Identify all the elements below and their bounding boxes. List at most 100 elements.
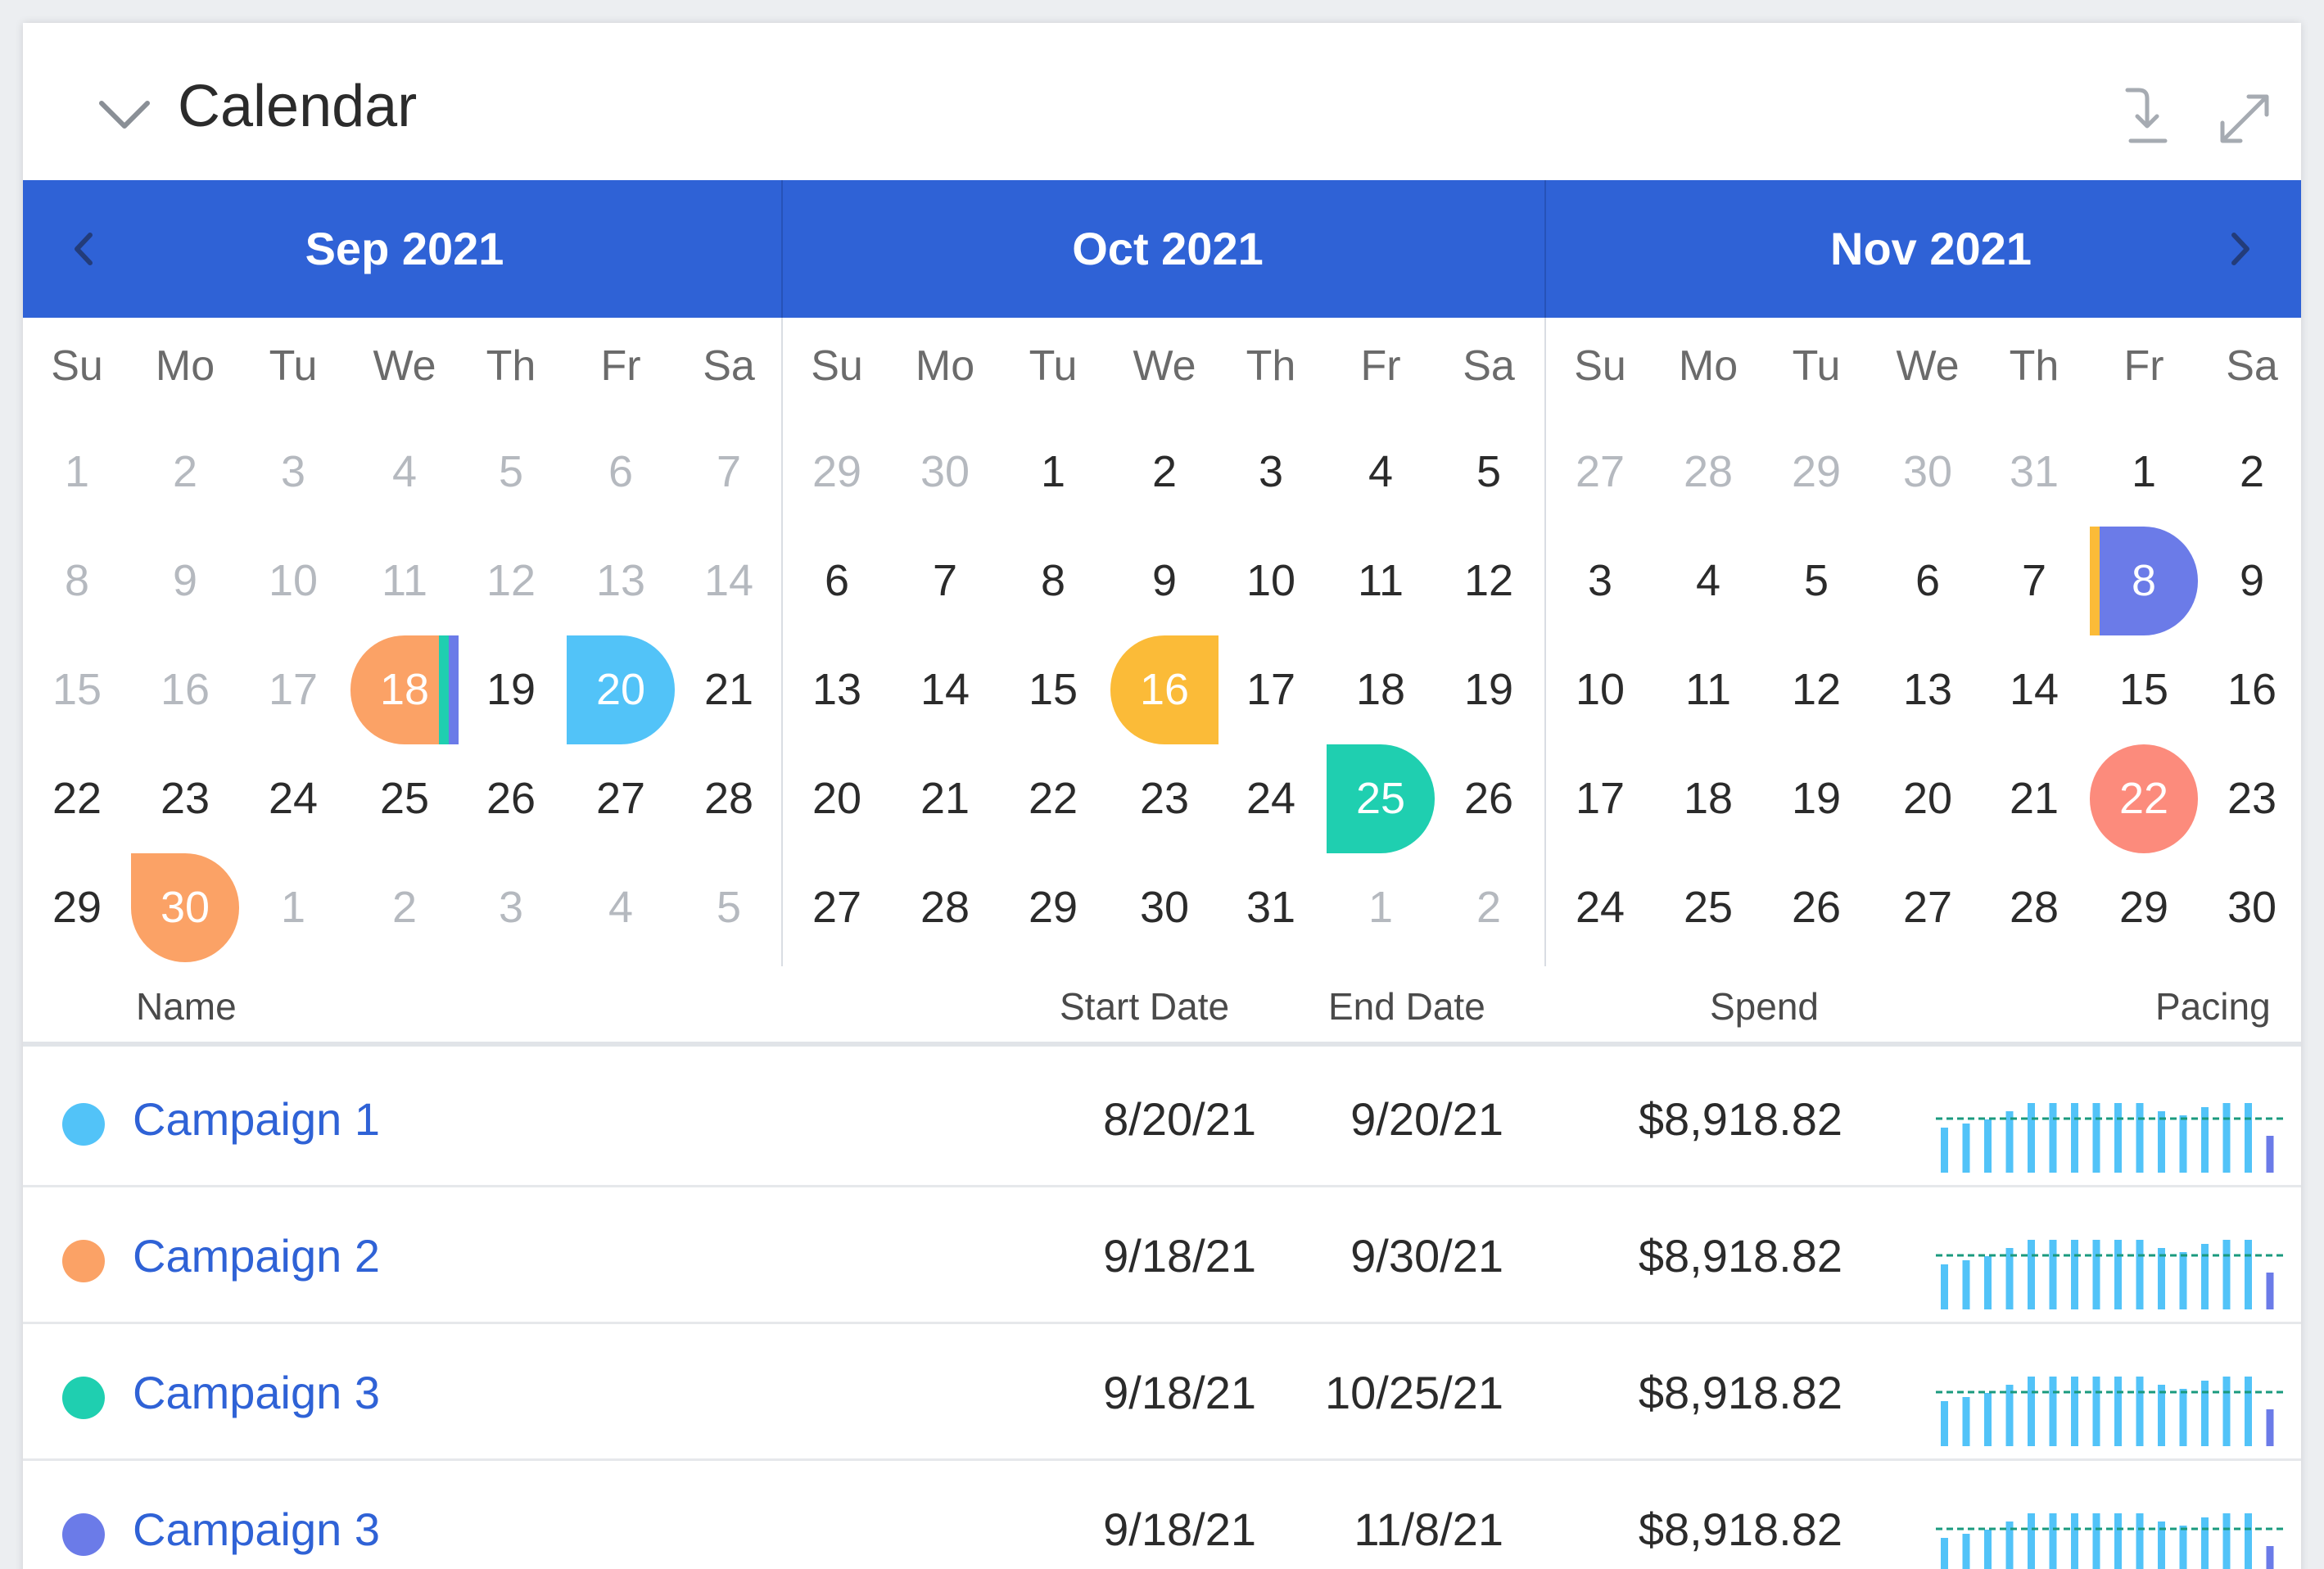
calendar-day[interactable]: 18 bbox=[1327, 635, 1435, 744]
calendar-day[interactable]: 3 bbox=[1546, 527, 1654, 635]
calendar-day[interactable]: 30 bbox=[2198, 853, 2306, 962]
calendar-day[interactable]: 13 bbox=[567, 527, 675, 635]
calendar-day[interactable]: 1 bbox=[239, 853, 347, 962]
calendar-day[interactable]: 29 bbox=[2090, 853, 2198, 962]
calendar-day[interactable]: 9 bbox=[1110, 527, 1219, 635]
calendar-day-highlighted[interactable]: 18 bbox=[350, 635, 459, 744]
calendar-day[interactable]: 25 bbox=[350, 744, 459, 853]
calendar-day[interactable]: 17 bbox=[1217, 635, 1325, 744]
calendar-day[interactable]: 2 bbox=[350, 853, 459, 962]
header-name[interactable]: Name bbox=[136, 985, 237, 1028]
calendar-day[interactable]: 8 bbox=[23, 527, 131, 635]
calendar-day[interactable]: 14 bbox=[1980, 635, 2088, 744]
calendar-day[interactable]: 27 bbox=[783, 853, 891, 962]
next-month-icon[interactable] bbox=[2211, 220, 2268, 278]
calendar-day[interactable]: 26 bbox=[457, 744, 565, 853]
campaign-name-link[interactable]: Campaign 3 bbox=[133, 1503, 380, 1555]
calendar-day[interactable]: 12 bbox=[1762, 635, 1870, 744]
calendar-day[interactable]: 10 bbox=[1546, 635, 1654, 744]
calendar-day[interactable]: 4 bbox=[350, 418, 459, 527]
previous-month-icon[interactable] bbox=[56, 220, 113, 278]
calendar-day[interactable]: 26 bbox=[1762, 853, 1870, 962]
table-row[interactable]: Campaign 3 9/18/21 11/8/21 $8,918.82 bbox=[23, 1462, 2301, 1569]
calendar-day[interactable]: 5 bbox=[1435, 418, 1543, 527]
header-start-date[interactable]: Start Date bbox=[1060, 985, 1230, 1028]
table-row[interactable]: Campaign 1 8/20/21 9/20/21 $8,918.82 bbox=[23, 1051, 2301, 1187]
calendar-day[interactable]: 16 bbox=[2198, 635, 2306, 744]
calendar-day[interactable]: 21 bbox=[1980, 744, 2088, 853]
calendar-day-highlighted[interactable]: 25 bbox=[1327, 744, 1435, 853]
calendar-day[interactable]: 2 bbox=[2198, 418, 2306, 527]
calendar-day[interactable]: 27 bbox=[1546, 418, 1654, 527]
calendar-day[interactable]: 28 bbox=[675, 744, 783, 853]
campaign-name-link[interactable]: Campaign 2 bbox=[133, 1230, 380, 1282]
calendar-day-highlighted[interactable]: 16 bbox=[1110, 635, 1219, 744]
calendar-day[interactable]: 2 bbox=[1435, 853, 1543, 962]
calendar-day[interactable]: 3 bbox=[457, 853, 565, 962]
calendar-day[interactable]: 19 bbox=[1435, 635, 1543, 744]
calendar-day[interactable]: 23 bbox=[2198, 744, 2306, 853]
calendar-day[interactable]: 1 bbox=[23, 418, 131, 527]
calendar-day-highlighted[interactable]: 20 bbox=[567, 635, 675, 744]
calendar-day[interactable]: 4 bbox=[1654, 527, 1762, 635]
calendar-day[interactable]: 5 bbox=[457, 418, 565, 527]
campaign-name-link[interactable]: Campaign 3 bbox=[133, 1367, 380, 1418]
calendar-day[interactable]: 27 bbox=[1874, 853, 1982, 962]
calendar-day[interactable]: 31 bbox=[1217, 853, 1325, 962]
calendar-day[interactable]: 11 bbox=[1654, 635, 1762, 744]
calendar-day-highlighted[interactable]: 8 bbox=[2090, 527, 2198, 635]
calendar-day[interactable]: 28 bbox=[891, 853, 999, 962]
calendar-day[interactable]: 7 bbox=[891, 527, 999, 635]
calendar-day[interactable]: 24 bbox=[1217, 744, 1325, 853]
calendar-day[interactable]: 14 bbox=[891, 635, 999, 744]
calendar-day[interactable]: 12 bbox=[457, 527, 565, 635]
campaign-name-link[interactable]: Campaign 1 bbox=[133, 1093, 380, 1145]
calendar-day[interactable]: 25 bbox=[1654, 853, 1762, 962]
calendar-day[interactable]: 24 bbox=[1546, 853, 1654, 962]
calendar-day[interactable]: 13 bbox=[783, 635, 891, 744]
header-pacing[interactable]: Pacing bbox=[2155, 985, 2271, 1028]
calendar-day[interactable]: 22 bbox=[999, 744, 1107, 853]
header-end-date[interactable]: End Date bbox=[1328, 985, 1485, 1028]
calendar-day[interactable]: 6 bbox=[783, 527, 891, 635]
calendar-day[interactable]: 21 bbox=[891, 744, 999, 853]
calendar-day-highlighted[interactable]: 22 bbox=[2090, 744, 2198, 853]
calendar-day[interactable]: 26 bbox=[1435, 744, 1543, 853]
calendar-day[interactable]: 30 bbox=[1874, 418, 1982, 527]
calendar-day[interactable]: 17 bbox=[1546, 744, 1654, 853]
calendar-day[interactable]: 18 bbox=[1654, 744, 1762, 853]
calendar-day[interactable]: 3 bbox=[1217, 418, 1325, 527]
calendar-day[interactable]: 29 bbox=[999, 853, 1107, 962]
calendar-day[interactable]: 29 bbox=[1762, 418, 1870, 527]
calendar-day[interactable]: 5 bbox=[675, 853, 783, 962]
calendar-day[interactable]: 1 bbox=[2090, 418, 2198, 527]
calendar-day[interactable]: 23 bbox=[131, 744, 239, 853]
calendar-day[interactable]: 30 bbox=[1110, 853, 1219, 962]
calendar-day[interactable]: 19 bbox=[1762, 744, 1870, 853]
table-row[interactable]: Campaign 3 9/18/21 10/25/21 $8,918.82 bbox=[23, 1325, 2301, 1461]
calendar-day[interactable]: 20 bbox=[783, 744, 891, 853]
calendar-day[interactable]: 4 bbox=[1327, 418, 1435, 527]
calendar-day[interactable]: 27 bbox=[567, 744, 675, 853]
calendar-day[interactable]: 15 bbox=[999, 635, 1107, 744]
header-spend[interactable]: Spend bbox=[1710, 985, 1820, 1028]
calendar-day[interactable]: 28 bbox=[1654, 418, 1762, 527]
calendar-day[interactable]: 8 bbox=[999, 527, 1107, 635]
calendar-day[interactable]: 19 bbox=[457, 635, 565, 744]
calendar-day[interactable]: 2 bbox=[131, 418, 239, 527]
expand-icon[interactable] bbox=[2208, 74, 2281, 156]
calendar-day[interactable]: 1 bbox=[999, 418, 1107, 527]
calendar-day[interactable]: 15 bbox=[23, 635, 131, 744]
calendar-day[interactable]: 10 bbox=[1217, 527, 1325, 635]
calendar-day[interactable]: 14 bbox=[675, 527, 783, 635]
calendar-day[interactable]: 11 bbox=[350, 527, 459, 635]
calendar-day[interactable]: 24 bbox=[239, 744, 347, 853]
calendar-day[interactable]: 7 bbox=[675, 418, 783, 527]
calendar-day[interactable]: 15 bbox=[2090, 635, 2198, 744]
calendar-day[interactable]: 11 bbox=[1327, 527, 1435, 635]
calendar-day[interactable]: 4 bbox=[567, 853, 675, 962]
calendar-day[interactable]: 7 bbox=[1980, 527, 2088, 635]
calendar-day[interactable]: 1 bbox=[1327, 853, 1435, 962]
calendar-day[interactable]: 10 bbox=[239, 527, 347, 635]
calendar-day[interactable]: 6 bbox=[567, 418, 675, 527]
